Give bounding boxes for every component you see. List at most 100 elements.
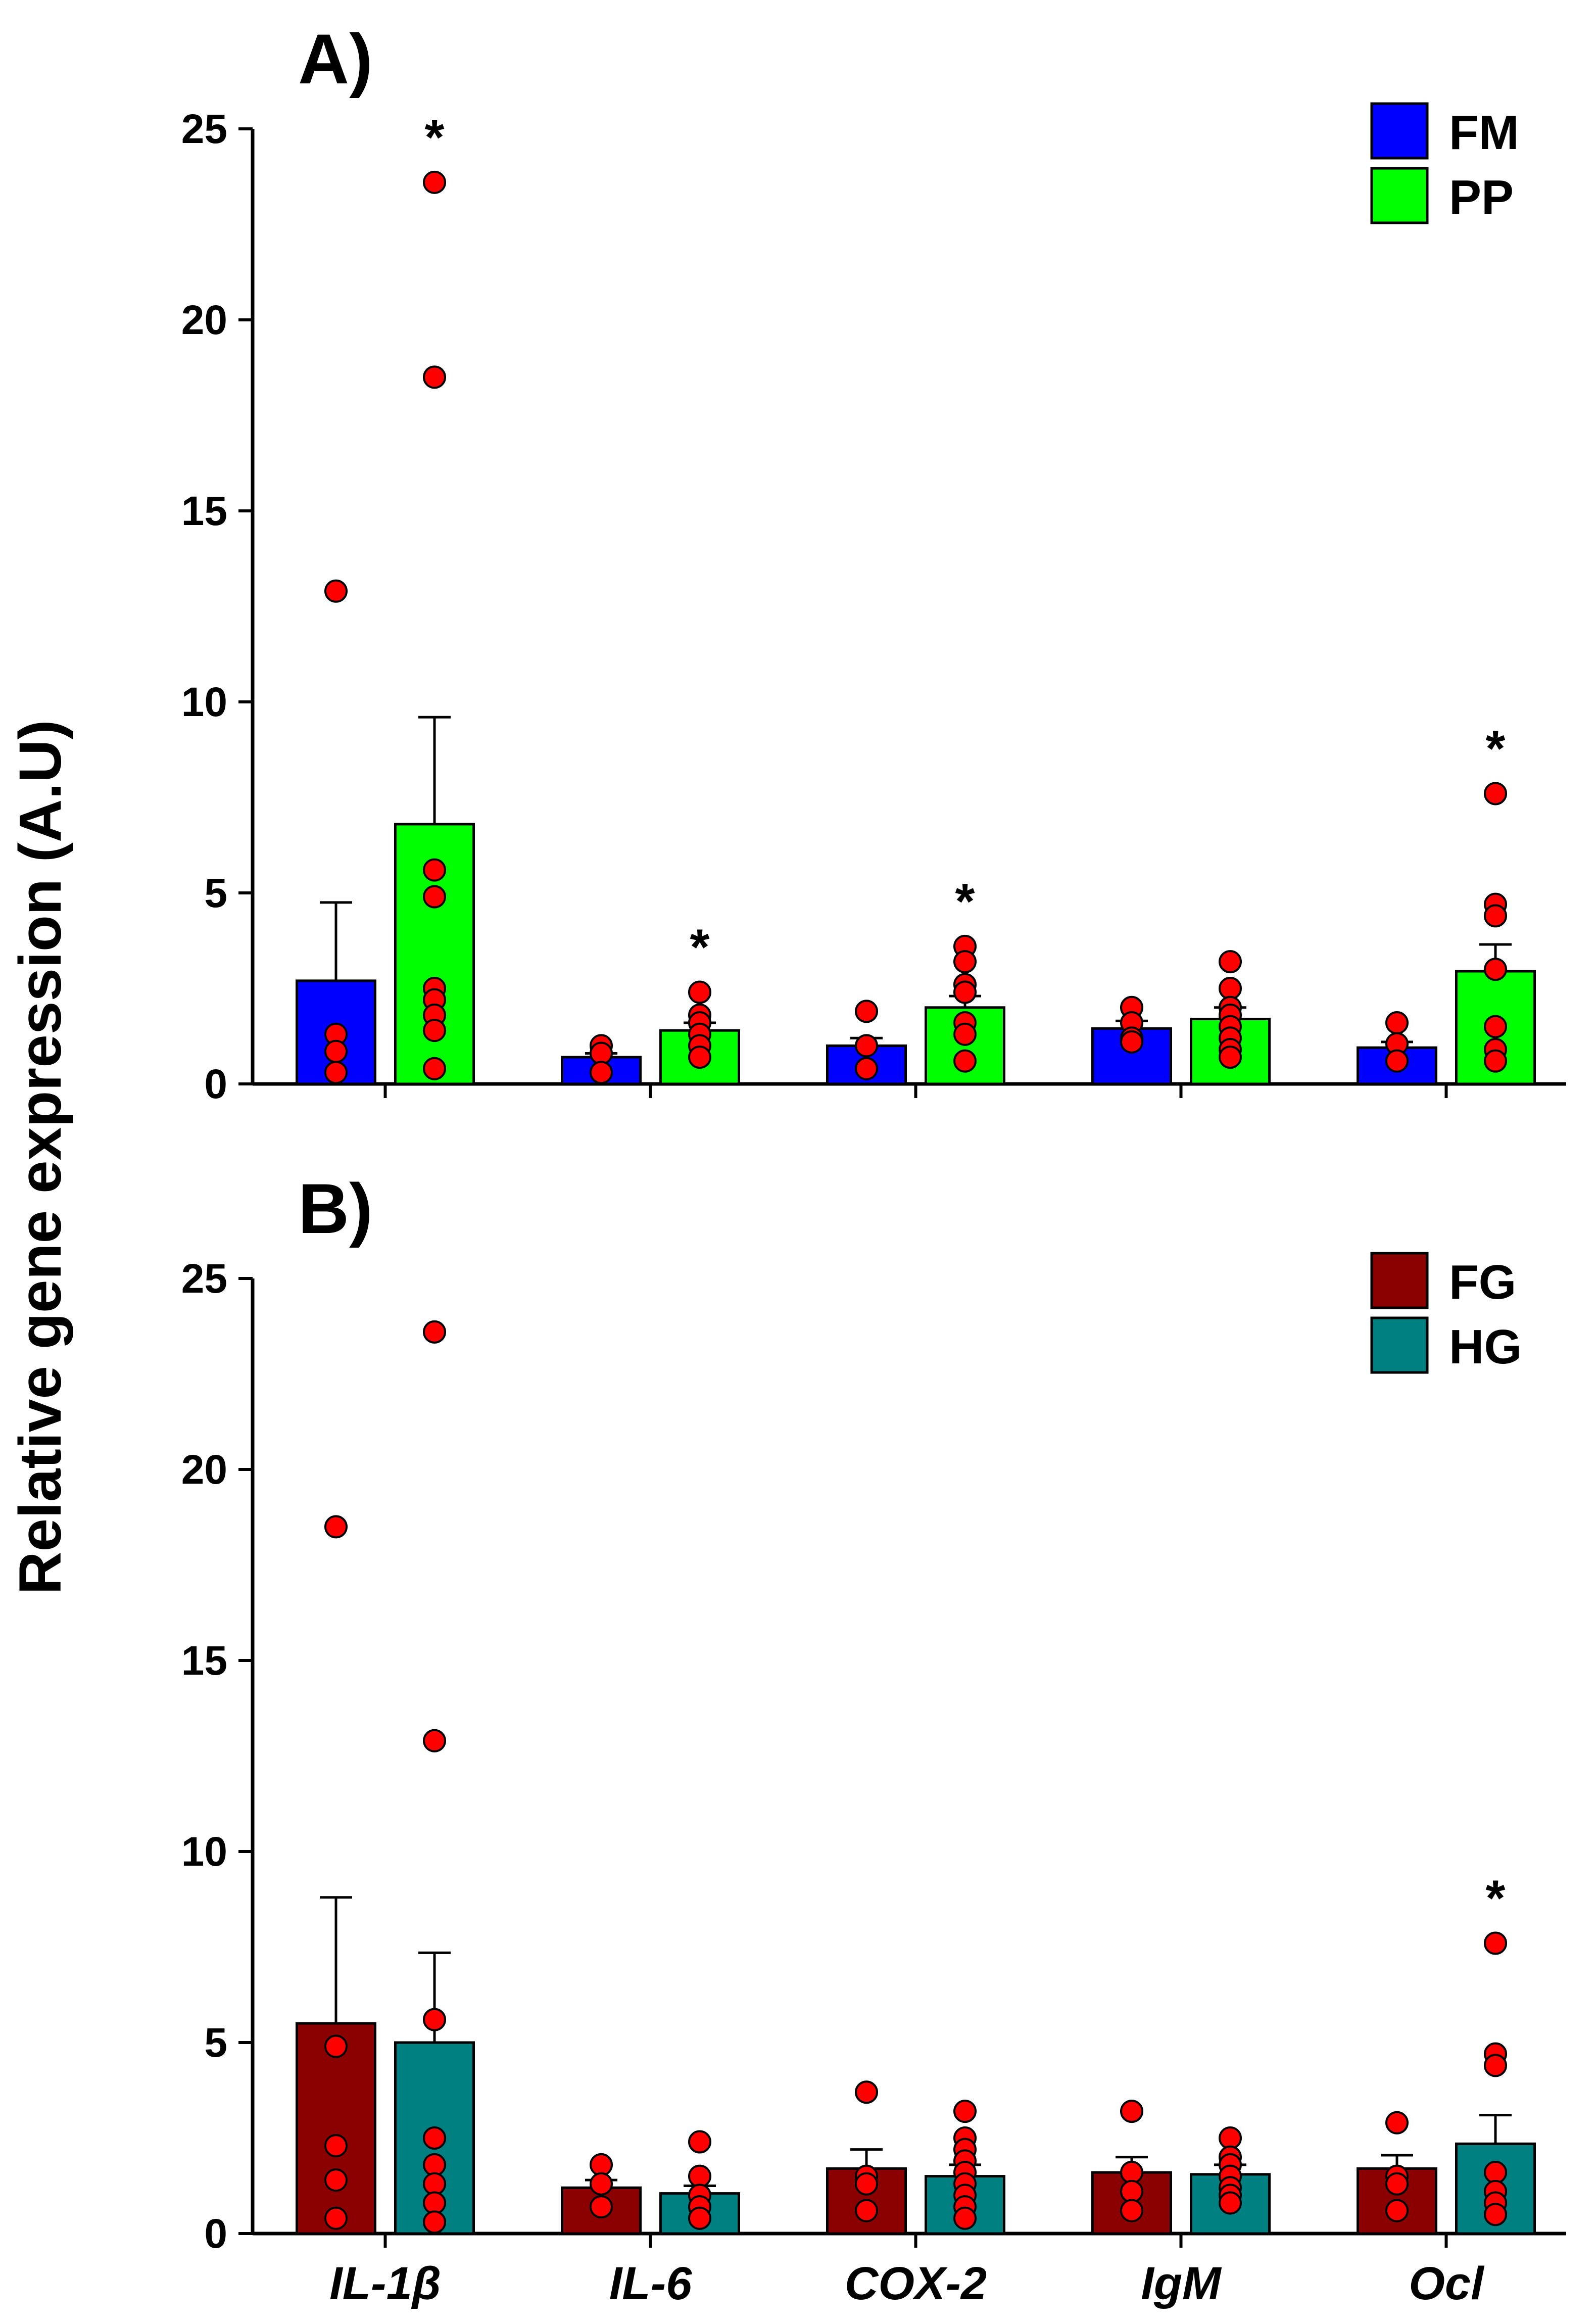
data-point-pp (953, 1049, 977, 1073)
data-point-fg (590, 2172, 613, 2196)
data-point-hg (688, 2206, 711, 2230)
data-point-fm (590, 1061, 613, 1084)
data-point-hg (423, 1320, 446, 1344)
data-point-fg (1385, 2111, 1409, 2135)
data-point-pp (423, 1019, 446, 1042)
data-point-fm (590, 1041, 613, 1065)
significance-marker: * (955, 873, 975, 930)
category-label: Ocl (1409, 2258, 1485, 2309)
data-point-hg (423, 2172, 446, 2196)
legend-swatch-fm (1370, 102, 1429, 160)
category-label: IL-6 (609, 2258, 692, 2309)
significance-marker: * (690, 919, 710, 976)
panel-a: A) 0 5 10 15 20 25 * * * * FM PP (181, 19, 1566, 1107)
data-point-fg (1385, 2172, 1409, 2196)
data-point-pp (423, 365, 446, 389)
data-point-pp (688, 980, 711, 1004)
data-point-pp (953, 950, 977, 974)
data-point-fg (855, 2172, 878, 2196)
data-point-pp (1219, 977, 1242, 1000)
y-axis-label: Relative gene expression (A.U) (7, 720, 74, 1594)
data-point-pp (1484, 1049, 1507, 1073)
data-point-fg (324, 2168, 348, 2192)
data-point-fg (324, 2206, 348, 2230)
data-point-hg (423, 2191, 446, 2215)
category-label: COX-2 (845, 2258, 987, 2309)
data-point-fg (590, 2153, 613, 2176)
data-point-fg (1120, 2199, 1143, 2222)
category-label: IgM (1141, 2258, 1222, 2309)
y-tick-label: 15 (181, 488, 227, 534)
data-point-fm (1385, 1011, 1409, 1035)
bar-fg (296, 2022, 376, 2235)
data-point-hg (423, 2210, 446, 2234)
y-tick-label: 15 (181, 1638, 227, 1684)
data-point-fg (324, 2034, 348, 2058)
data-point-hg (1219, 2191, 1242, 2215)
data-point-hg (953, 2100, 977, 2123)
significance-marker: * (425, 109, 445, 166)
y-tick-label: 10 (181, 679, 227, 725)
data-point-fg (855, 2199, 878, 2222)
data-point-fm (324, 1039, 348, 1063)
data-point-pp (953, 1022, 977, 1046)
panel-label: A) (298, 19, 373, 99)
legend-swatch-fg (1370, 1252, 1429, 1309)
data-point-hg (423, 2126, 446, 2150)
data-point-pp (1484, 958, 1507, 981)
data-point-pp (1484, 1015, 1507, 1038)
panel-label: B) (298, 1169, 373, 1248)
significance-marker: * (1486, 720, 1506, 777)
legend-label: FM (1449, 106, 1519, 160)
y-tick-label: 5 (204, 870, 227, 916)
data-point-hg (688, 2164, 711, 2188)
data-point-pp (1219, 1046, 1242, 1069)
data-point-hg (1484, 2203, 1507, 2226)
y-tick-label: 10 (181, 1829, 227, 1875)
data-point-hg (1484, 1931, 1507, 1955)
data-point-hg (953, 2206, 977, 2230)
data-point-pp (423, 858, 446, 882)
data-point-pp (953, 980, 977, 1004)
data-point-hg (688, 2130, 711, 2154)
data-point-hg (1484, 2054, 1507, 2077)
data-point-fm (855, 1057, 878, 1080)
legend-label: FG (1449, 1255, 1516, 1309)
legend-swatch-pp (1370, 167, 1429, 224)
significance-marker: * (1486, 1870, 1506, 1926)
data-point-fm (855, 1034, 878, 1058)
data-point-fg (324, 2134, 348, 2158)
data-point-fg (324, 1515, 348, 1539)
data-point-hg (1219, 2126, 1242, 2150)
y-tick-label: 25 (181, 106, 227, 152)
panel-b: B) 0 5 10 15 20 25 IL-1β IL-6 COX-2 IgM Ocl * FG HG (181, 1169, 1566, 2309)
data-point-fg (1385, 2199, 1409, 2222)
data-point-fg (1120, 2100, 1143, 2123)
data-point-fg (855, 2080, 878, 2104)
data-point-fm (855, 1000, 878, 1023)
data-point-hg (423, 2153, 446, 2176)
data-point-pp (688, 1046, 711, 1069)
data-point-fg (590, 2195, 613, 2219)
data-point-fm (1385, 1049, 1409, 1073)
data-point-pp (423, 885, 446, 909)
legend-swatch-hg (1370, 1316, 1429, 1374)
y-tick-label: 20 (181, 1447, 227, 1493)
data-point-fg (1120, 2161, 1143, 2185)
data-point-fm (1120, 1030, 1143, 1054)
y-tick-label: 5 (204, 2020, 227, 2066)
data-point-pp (1484, 904, 1507, 928)
data-point-fg (1120, 2179, 1143, 2203)
y-tick-label: 0 (204, 1061, 227, 1107)
data-point-hg (423, 1729, 446, 1752)
y-tick-label: 0 (204, 2211, 227, 2257)
data-point-pp (423, 170, 446, 194)
data-point-pp (423, 1057, 446, 1080)
data-point-hg (423, 2008, 446, 2031)
category-label: IL-1β (329, 2258, 441, 2309)
legend-label: PP (1449, 170, 1514, 224)
legend-label: HG (1449, 1320, 1522, 1374)
data-point-pp (1484, 782, 1507, 805)
data-point-fm (324, 579, 348, 603)
